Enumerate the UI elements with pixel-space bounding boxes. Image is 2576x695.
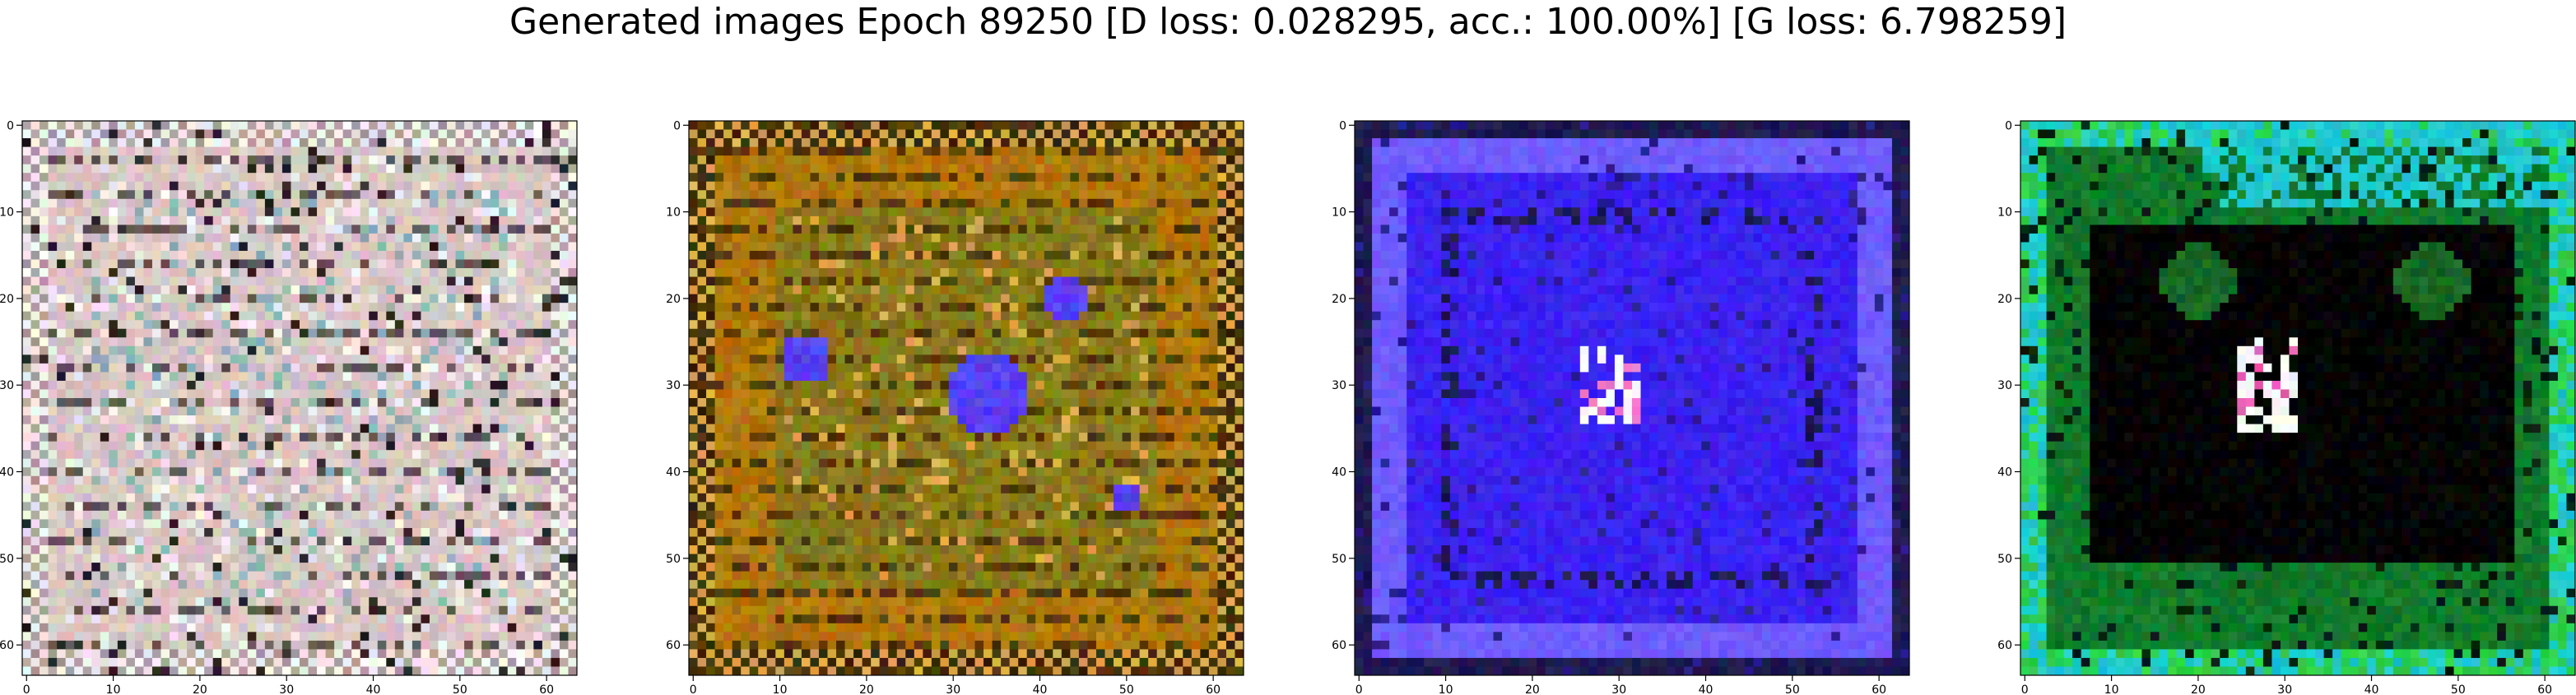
x-tick-label: 50: [1785, 683, 1800, 695]
x-tick-label: 0: [690, 683, 697, 695]
y-tick-label: 40: [1997, 466, 2012, 480]
y-tick-label: 0: [1339, 119, 1346, 132]
x-tick-label: 30: [2277, 683, 2292, 695]
x-tick-label: 60: [2537, 683, 2552, 695]
x-tick-label: 30: [946, 683, 960, 695]
axes-frame: [1354, 120, 1910, 676]
x-tick-label: 30: [279, 683, 294, 695]
x-tick-label: 60: [1872, 683, 1886, 695]
x-tick-label: 60: [539, 683, 554, 695]
y-tick-label: 20: [666, 293, 681, 306]
image-panel-4: 0 10 20 30 40 50 60 0 10 20 30 40 50 60: [1997, 119, 2576, 695]
x-tick-label: 10: [773, 683, 788, 695]
y-tick-label: 30: [1332, 379, 1346, 392]
y-tick-label: 60: [0, 639, 14, 652]
y-tick-label: 60: [666, 639, 681, 652]
x-tick-label: 10: [106, 683, 121, 695]
x-tick-label: 40: [366, 683, 381, 695]
x-tick-label: 20: [859, 683, 874, 695]
y-tick-label: 0: [2005, 119, 2012, 132]
x-tick-label: 20: [193, 683, 207, 695]
y-tick-label: 50: [1332, 553, 1346, 566]
y-tick-label: 10: [1332, 206, 1346, 220]
image-panel-2: 0 10 20 30 40 50 60 0 10 20 30 40 50 60: [666, 119, 1244, 695]
x-tick-label: 40: [1699, 683, 1713, 695]
x-tick-label: 20: [2191, 683, 2206, 695]
y-tick-label: 10: [1997, 206, 2012, 220]
x-tick-label: 0: [1355, 683, 1363, 695]
figure-title: Generated images Epoch 89250 [D loss: 0.…: [509, 1, 2067, 43]
y-tick-label: 30: [1997, 379, 2012, 392]
y-tick-label: 30: [0, 379, 14, 392]
y-tick-label: 10: [0, 206, 14, 220]
x-tick-label: 20: [1525, 683, 1540, 695]
y-tick-label: 30: [666, 379, 681, 392]
axes-frame: [688, 120, 1244, 676]
x-tick-label: 60: [1206, 683, 1221, 695]
y-tick-label: 20: [0, 293, 14, 306]
y-tick-label: 0: [673, 119, 681, 132]
x-tick-label: 0: [2021, 683, 2029, 695]
y-tick-label: 0: [7, 119, 14, 132]
y-tick-label: 20: [1332, 293, 1346, 306]
y-tick-label: 50: [1997, 553, 2012, 566]
y-tick-label: 40: [666, 466, 681, 480]
y-tick-label: 60: [1997, 639, 2012, 652]
x-tick-label: 40: [1033, 683, 1048, 695]
y-tick-label: 60: [1332, 639, 1346, 652]
generated-image-2: [689, 121, 1244, 676]
x-tick-label: 50: [1119, 683, 1134, 695]
generated-image-1: [22, 121, 578, 676]
x-tick-label: 10: [2104, 683, 2119, 695]
image-panel-1: 0 10 20 30 40 50 60 0 10 20 30 40 50 60: [0, 119, 578, 695]
y-tick-label: 40: [0, 466, 14, 480]
y-tick-label: 10: [666, 206, 681, 220]
axes-frame: [2020, 120, 2576, 676]
x-tick-label: 0: [23, 683, 30, 695]
x-tick-label: 10: [1439, 683, 1453, 695]
y-tick-label: 20: [1997, 293, 2012, 306]
x-tick-label: 40: [2364, 683, 2379, 695]
x-tick-label: 50: [2451, 683, 2466, 695]
x-tick-label: 30: [1611, 683, 1626, 695]
image-panel-3: 0 10 20 30 40 50 60 0 10 20 30 40 50 60: [1332, 119, 1910, 695]
y-tick-label: 50: [0, 553, 14, 566]
y-tick-label: 40: [1332, 466, 1346, 480]
generated-image-4: [2020, 121, 2576, 676]
axes-frame: [21, 120, 578, 676]
generated-image-3: [1355, 121, 1910, 676]
x-tick-label: 50: [453, 683, 467, 695]
y-tick-label: 50: [666, 553, 681, 566]
